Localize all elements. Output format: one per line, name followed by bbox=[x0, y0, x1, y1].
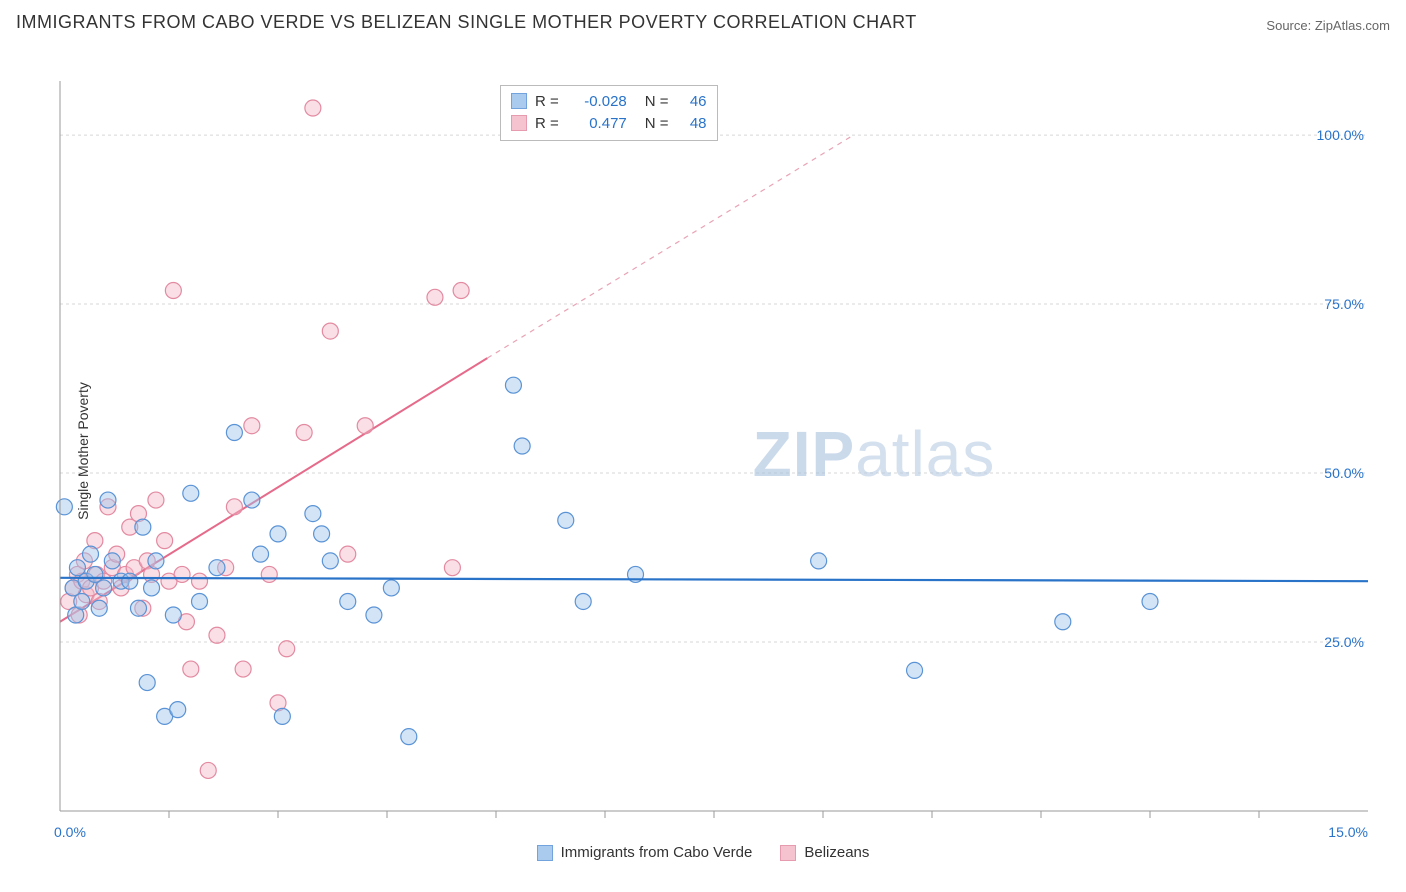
svg-text:100.0%: 100.0% bbox=[1317, 127, 1364, 143]
correlation-stats-box: R = -0.028 N = 46 R = 0.477 N = 48 bbox=[500, 85, 718, 141]
legend-swatch bbox=[511, 115, 527, 131]
legend-label: Immigrants from Cabo Verde bbox=[561, 844, 753, 861]
svg-text:25.0%: 25.0% bbox=[1324, 634, 1364, 650]
legend-swatch bbox=[511, 93, 527, 109]
legend-label: Belizeans bbox=[804, 844, 869, 861]
stat-R-label: R = bbox=[535, 115, 559, 132]
source-attribution: Source: ZipAtlas.com bbox=[1266, 18, 1390, 33]
legend-swatch bbox=[780, 845, 796, 861]
source-label: Source: bbox=[1266, 18, 1311, 33]
stat-N-value: 46 bbox=[677, 93, 707, 110]
svg-text:0.0%: 0.0% bbox=[54, 824, 86, 840]
legend-swatch bbox=[537, 845, 553, 861]
source-name: ZipAtlas.com bbox=[1315, 18, 1390, 33]
stat-N-value: 48 bbox=[677, 115, 707, 132]
scatter-chart: 25.0% 50.0% 75.0% 100.0% ZIPatlas 0.0% 15.0% bbox=[8, 41, 1398, 861]
legend-item: Belizeans bbox=[780, 844, 869, 861]
chart-container: Single Mother Poverty 25.0% 50.0% 75.0% 100… bbox=[8, 41, 1398, 861]
chart-title: IMMIGRANTS FROM CABO VERDE VS BELIZEAN S… bbox=[16, 12, 917, 33]
stat-R-value: -0.028 bbox=[567, 93, 627, 110]
svg-text:50.0%: 50.0% bbox=[1324, 465, 1364, 481]
svg-text:75.0%: 75.0% bbox=[1324, 296, 1364, 312]
stat-R-label: R = bbox=[535, 93, 559, 110]
stat-N-label: N = bbox=[645, 115, 669, 132]
stats-row: R = 0.477 N = 48 bbox=[511, 112, 707, 134]
legend-item: Immigrants from Cabo Verde bbox=[537, 844, 753, 861]
svg-text:ZIPatlas: ZIPatlas bbox=[753, 418, 996, 490]
y-axis-label: Single Mother Poverty bbox=[75, 382, 91, 520]
svg-text:15.0%: 15.0% bbox=[1328, 824, 1368, 840]
stat-R-value: 0.477 bbox=[567, 115, 627, 132]
legend: Immigrants from Cabo Verde Belizeans bbox=[8, 844, 1398, 861]
stat-N-label: N = bbox=[645, 93, 669, 110]
stats-row: R = -0.028 N = 46 bbox=[511, 90, 707, 112]
